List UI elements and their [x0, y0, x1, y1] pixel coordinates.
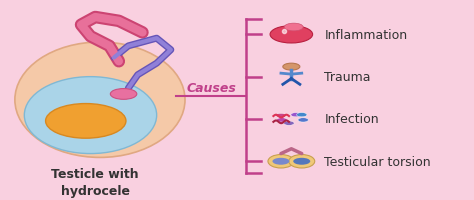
Circle shape — [277, 118, 287, 122]
Text: Infection: Infection — [324, 113, 379, 126]
Circle shape — [298, 118, 309, 122]
Circle shape — [293, 158, 310, 165]
Circle shape — [110, 89, 137, 100]
Circle shape — [297, 113, 307, 117]
Ellipse shape — [46, 104, 126, 138]
Text: Testicle with
hydrocele: Testicle with hydrocele — [51, 168, 139, 197]
Ellipse shape — [15, 43, 185, 158]
Circle shape — [276, 114, 286, 118]
Text: Inflammation: Inflammation — [324, 29, 408, 42]
Ellipse shape — [24, 77, 156, 154]
Circle shape — [284, 121, 294, 126]
Text: Causes: Causes — [186, 81, 236, 94]
Text: Testicular torsion: Testicular torsion — [324, 155, 431, 168]
Circle shape — [273, 158, 290, 165]
Text: Trauma: Trauma — [324, 71, 371, 84]
Circle shape — [270, 27, 313, 44]
Circle shape — [291, 113, 301, 117]
Circle shape — [284, 24, 303, 32]
Ellipse shape — [268, 155, 294, 168]
Circle shape — [283, 64, 300, 71]
Ellipse shape — [289, 155, 315, 168]
